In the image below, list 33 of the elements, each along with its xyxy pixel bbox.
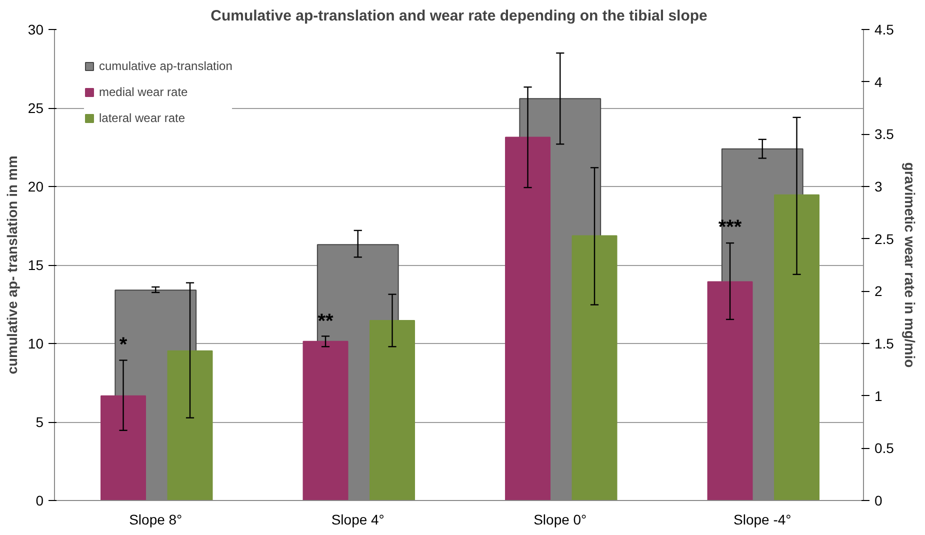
y-tick-label: 25: [28, 100, 44, 116]
annotation: **: [318, 310, 334, 333]
bar: [302, 340, 348, 500]
y-tick-label: 10: [28, 336, 44, 352]
y-tick-label: 15: [28, 257, 44, 273]
y2-axis-title: gravimetic wear rate in mg/mio: [902, 162, 918, 368]
x-tick-label: Slope 4°: [331, 512, 384, 528]
y2-tick-label: 1.5: [874, 336, 894, 352]
y2-tick-label: 2: [874, 283, 882, 300]
y2-tick-label: 3: [874, 178, 882, 194]
x-tick-label: Slope 0°: [534, 512, 587, 528]
y2-tick-label: 0: [874, 492, 882, 508]
y-tick-label: 0: [36, 492, 44, 508]
bar: [707, 281, 753, 500]
legend-label: lateral wear rate: [99, 111, 186, 125]
y-tick-label: 30: [28, 22, 44, 38]
chart-title: Cumulative ap-translation and wear rate depending on the tibial slope: [210, 8, 708, 24]
x-tick-label: Slope -4°: [734, 512, 792, 528]
y-axis-title: cumulative ap- translation in mm: [4, 156, 20, 374]
y2-tick-label: 4: [874, 74, 882, 90]
bar: [100, 395, 146, 500]
y-tick-label: 20: [28, 178, 44, 194]
y2-tick-label: 3.5: [874, 126, 894, 142]
legend-label: cumulative ap-translation: [99, 59, 232, 73]
y2-tick-label: 2.5: [874, 230, 894, 247]
bar: [572, 235, 618, 500]
y2-tick-label: 4.5: [874, 22, 894, 38]
y2-tick-label: 1: [874, 388, 882, 404]
y-tick-label: 5: [36, 414, 44, 430]
y2-tick-label: 0.5: [874, 440, 894, 456]
x-tick-label: Slope 8°: [129, 512, 182, 528]
annotation: *: [119, 334, 128, 356]
legend-label: medial wear rate: [99, 85, 188, 99]
